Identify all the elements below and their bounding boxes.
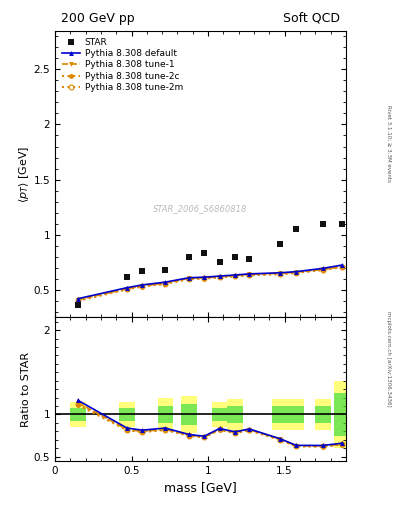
- Bar: [181, 396, 196, 433]
- Text: Rivet 3.1.10; ≥ 3.3M events: Rivet 3.1.10; ≥ 3.3M events: [386, 105, 391, 182]
- Bar: [212, 408, 227, 421]
- Bar: [158, 397, 173, 431]
- Pythia 8.308 tune-1: [187, 275, 191, 282]
- Pythia 8.308 tune-2m: [247, 272, 252, 278]
- Pythia 8.308 tune-1: [125, 286, 129, 292]
- Pythia 8.308 tune-2c: [163, 281, 167, 287]
- Pythia 8.308 default: [340, 262, 344, 268]
- Pythia 8.308 default: [294, 269, 298, 275]
- X-axis label: mass [GeV]: mass [GeV]: [164, 481, 237, 494]
- Bar: [315, 406, 331, 423]
- Pythia 8.308 tune-2c: [140, 284, 145, 290]
- Bar: [70, 402, 86, 427]
- Y-axis label: Ratio to STAR: Ratio to STAR: [21, 352, 31, 426]
- Pythia 8.308 tune-1: [278, 270, 283, 276]
- Pythia 8.308 tune-2m: [75, 297, 80, 304]
- Pythia 8.308 tune-2m: [278, 271, 283, 277]
- Pythia 8.308 default: [163, 279, 167, 285]
- Bar: [119, 402, 135, 427]
- Pythia 8.308 tune-2c: [75, 298, 80, 304]
- Pythia 8.308 tune-2c: [202, 275, 207, 282]
- Pythia 8.308 tune-2c: [217, 274, 222, 281]
- Pythia 8.308 tune-2m: [202, 275, 207, 281]
- STAR: [125, 273, 129, 280]
- Pythia 8.308 default: [278, 270, 283, 276]
- Bar: [334, 381, 350, 448]
- Bar: [315, 399, 331, 430]
- Bar: [227, 406, 242, 423]
- Pythia 8.308 tune-2m: [233, 273, 237, 279]
- STAR: [278, 241, 283, 247]
- Pythia 8.308 tune-1: [321, 266, 325, 272]
- Legend: STAR, Pythia 8.308 default, Pythia 8.308 tune-1, Pythia 8.308 tune-2c, Pythia 8.: STAR, Pythia 8.308 default, Pythia 8.308…: [59, 35, 186, 95]
- Bar: [288, 406, 304, 423]
- Pythia 8.308 default: [217, 273, 222, 279]
- Pythia 8.308 default: [187, 274, 191, 281]
- Pythia 8.308 tune-2c: [247, 272, 252, 279]
- Line: STAR: STAR: [75, 221, 345, 308]
- Pythia 8.308 tune-2m: [163, 281, 167, 287]
- Y-axis label: $\langle p_T \rangle$ [GeV]: $\langle p_T \rangle$ [GeV]: [17, 145, 31, 203]
- Pythia 8.308 tune-2m: [187, 276, 191, 282]
- Pythia 8.308 default: [321, 265, 325, 271]
- STAR: [163, 267, 167, 273]
- Pythia 8.308 tune-2c: [294, 270, 298, 276]
- Text: Soft QCD: Soft QCD: [283, 12, 340, 25]
- Pythia 8.308 tune-1: [340, 264, 344, 270]
- Pythia 8.308 tune-2m: [217, 274, 222, 280]
- Bar: [288, 399, 304, 430]
- Pythia 8.308 tune-1: [247, 271, 252, 278]
- STAR: [75, 302, 80, 308]
- Pythia 8.308 default: [75, 295, 80, 302]
- Text: 200 GeV pp: 200 GeV pp: [61, 12, 134, 25]
- Pythia 8.308 tune-1: [140, 283, 145, 289]
- Pythia 8.308 tune-2m: [125, 286, 129, 292]
- Pythia 8.308 tune-1: [163, 280, 167, 286]
- Pythia 8.308 tune-1: [202, 274, 207, 281]
- STAR: [321, 221, 325, 227]
- Bar: [334, 393, 350, 436]
- Line: Pythia 8.308 tune-1: Pythia 8.308 tune-1: [75, 264, 344, 302]
- Pythia 8.308 tune-2c: [278, 271, 283, 277]
- Pythia 8.308 default: [140, 282, 145, 288]
- Line: Pythia 8.308 tune-2c: Pythia 8.308 tune-2c: [75, 265, 344, 303]
- STAR: [140, 268, 145, 274]
- Pythia 8.308 tune-2m: [340, 264, 344, 270]
- Bar: [272, 399, 288, 430]
- Pythia 8.308 tune-2c: [340, 264, 344, 270]
- Bar: [70, 408, 86, 421]
- STAR: [217, 259, 222, 265]
- Bar: [227, 399, 242, 430]
- Pythia 8.308 tune-2m: [294, 270, 298, 276]
- Bar: [212, 402, 227, 427]
- Pythia 8.308 default: [233, 272, 237, 278]
- Pythia 8.308 tune-2m: [321, 267, 325, 273]
- STAR: [247, 256, 252, 262]
- Bar: [158, 406, 173, 423]
- Pythia 8.308 tune-2c: [321, 267, 325, 273]
- STAR: [202, 250, 207, 257]
- Pythia 8.308 default: [247, 271, 252, 277]
- STAR: [187, 254, 191, 260]
- Pythia 8.308 tune-2c: [233, 273, 237, 280]
- Pythia 8.308 tune-2c: [187, 276, 191, 282]
- Line: Pythia 8.308 tune-2m: Pythia 8.308 tune-2m: [75, 264, 344, 303]
- Pythia 8.308 tune-1: [217, 273, 222, 280]
- Pythia 8.308 tune-2m: [140, 283, 145, 289]
- Pythia 8.308 tune-1: [233, 272, 237, 279]
- Pythia 8.308 tune-1: [294, 269, 298, 275]
- STAR: [294, 226, 298, 232]
- Bar: [181, 404, 196, 424]
- STAR: [340, 221, 344, 227]
- STAR: [233, 254, 237, 260]
- Line: Pythia 8.308 default: Pythia 8.308 default: [75, 263, 344, 301]
- Text: mcplots.cern.ch [arXiv:1306.3436]: mcplots.cern.ch [arXiv:1306.3436]: [386, 311, 391, 406]
- Text: STAR_2006_S6860818: STAR_2006_S6860818: [153, 204, 248, 213]
- Pythia 8.308 default: [202, 274, 207, 280]
- Bar: [272, 406, 288, 423]
- Pythia 8.308 tune-1: [75, 297, 80, 303]
- Bar: [119, 408, 135, 421]
- Pythia 8.308 tune-2c: [125, 286, 129, 292]
- Pythia 8.308 default: [125, 285, 129, 291]
